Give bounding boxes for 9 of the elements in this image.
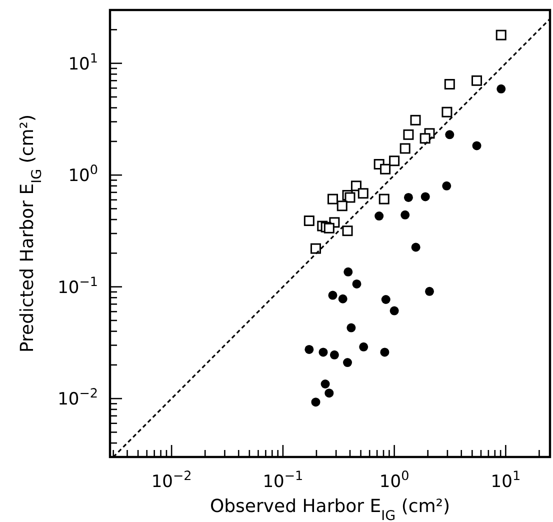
x-tick-label: 10$^{0}$: [379, 468, 410, 492]
y-tick-label: 10$^{1}$: [68, 50, 98, 74]
y-tick-label: 10$^{−1}$: [58, 274, 98, 298]
y-tick-label: 10$^{0}$: [68, 162, 98, 186]
y-tick-label: 10$^{−2}$: [58, 386, 98, 410]
x-tick-label: 10$^{−1}$: [262, 468, 304, 492]
x-axis-title: Observed Harbor E$_{IG}$ (cm²): [210, 496, 450, 522]
x-tick-label: 10$^{−2}$: [151, 468, 192, 492]
x-tick-label: 10$^{1}$: [490, 468, 521, 492]
